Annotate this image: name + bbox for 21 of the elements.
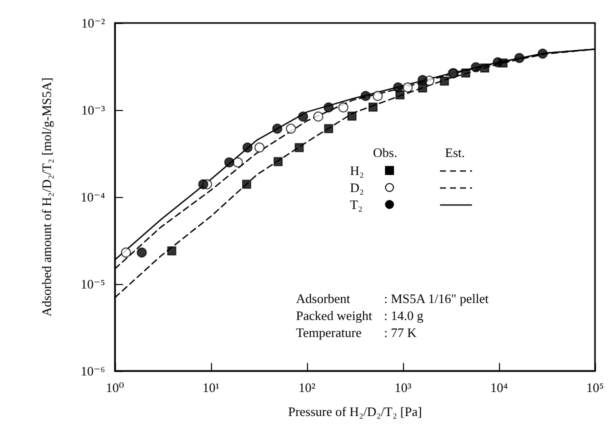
x-tick-label: 10⁵	[586, 380, 604, 395]
annotation: Packed weight : 14.0 g	[296, 308, 424, 323]
annotation: Obs.	[373, 145, 398, 160]
legend-label: T₂	[350, 197, 362, 212]
x-tick-label: 10¹	[202, 380, 220, 395]
x-axis-title: Pressure of H₂/D₂/T₂ [Pa]	[288, 404, 422, 419]
x-tick-label: 10⁴	[490, 380, 508, 395]
x-tick-label: 10³	[394, 380, 412, 395]
y-tick-label: 10⁻⁴	[80, 190, 106, 204]
y-tick-label: 10⁻²	[81, 16, 106, 30]
y-tick-label: 10⁻³	[81, 102, 106, 118]
y-tick-label: 10⁻⁶	[80, 364, 105, 378]
x-tick-label: 10²	[298, 380, 316, 395]
annotation: Est.	[445, 145, 465, 160]
legend-label: D₂	[350, 180, 364, 195]
y-tick-label: 10⁻⁵	[80, 276, 105, 292]
y-axis-title: Adsorbed amount of H₂/D₂/T₂ [mol/g-MS5A]	[39, 78, 54, 316]
text: Temperature : 77 K	[296, 325, 416, 340]
legend-label: H₂	[350, 163, 364, 178]
x-tick-label: 10⁰	[106, 380, 124, 395]
text: Adsorbent : MS5A 1/16" pellet	[296, 291, 489, 306]
